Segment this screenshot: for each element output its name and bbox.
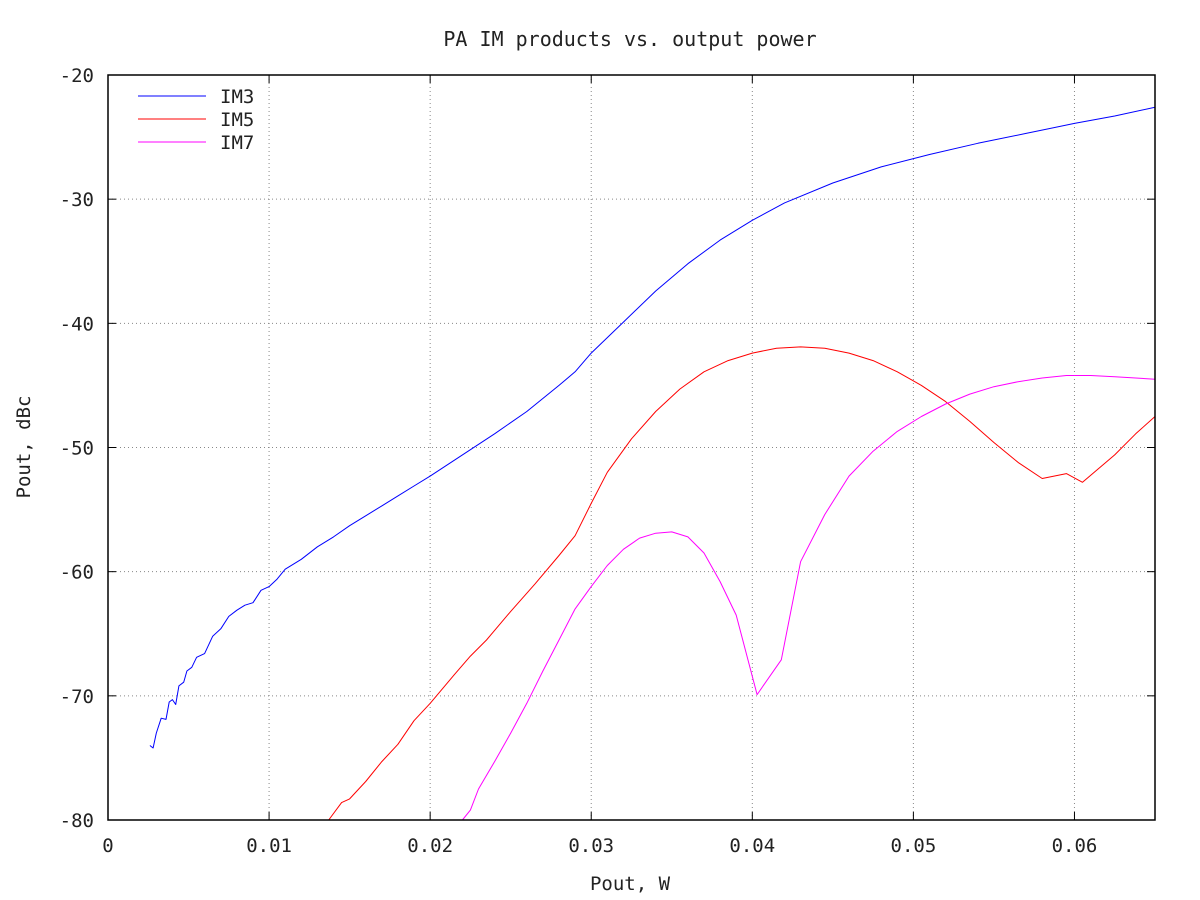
y-tick-label: -30 [60, 189, 94, 211]
axis-ticks: 0 0.01 0.02 0.03 0.04 0.05 0.06 -80 -70 -60 -50 -40… [60, 65, 1155, 857]
grid-lines [108, 75, 1155, 820]
series-line-im3 [149, 106, 1156, 749]
series-line-im7 [462, 375, 1156, 821]
plot-frame [107, 74, 1156, 821]
legend-label-im3: IM3 [220, 86, 254, 108]
x-tick-label: 0.04 [729, 835, 775, 857]
series-lines [149, 106, 1156, 821]
x-axis-label: Pout, W [590, 873, 671, 895]
y-tick-label: -60 [60, 562, 94, 584]
chart-title: PA IM products vs. output power [443, 27, 816, 51]
legend-label-im7: IM7 [220, 132, 254, 154]
legend-label-im5: IM5 [220, 109, 254, 131]
x-tick-label: 0 [102, 835, 113, 857]
x-tick-label: 0.03 [568, 835, 614, 857]
y-tick-label: -40 [60, 313, 94, 335]
series-line-im5 [328, 346, 1156, 821]
y-axis-label: Pout, dBc [13, 396, 35, 499]
y-tick-label: -20 [60, 65, 94, 87]
x-tick-label: 0.06 [1052, 835, 1098, 857]
x-tick-label: 0.05 [891, 835, 937, 857]
y-tick-label: -70 [60, 686, 94, 708]
y-tick-label: -80 [60, 810, 94, 832]
y-tick-label: -50 [60, 438, 94, 460]
x-tick-label: 0.02 [407, 835, 453, 857]
x-tick-label: 0.01 [246, 835, 292, 857]
